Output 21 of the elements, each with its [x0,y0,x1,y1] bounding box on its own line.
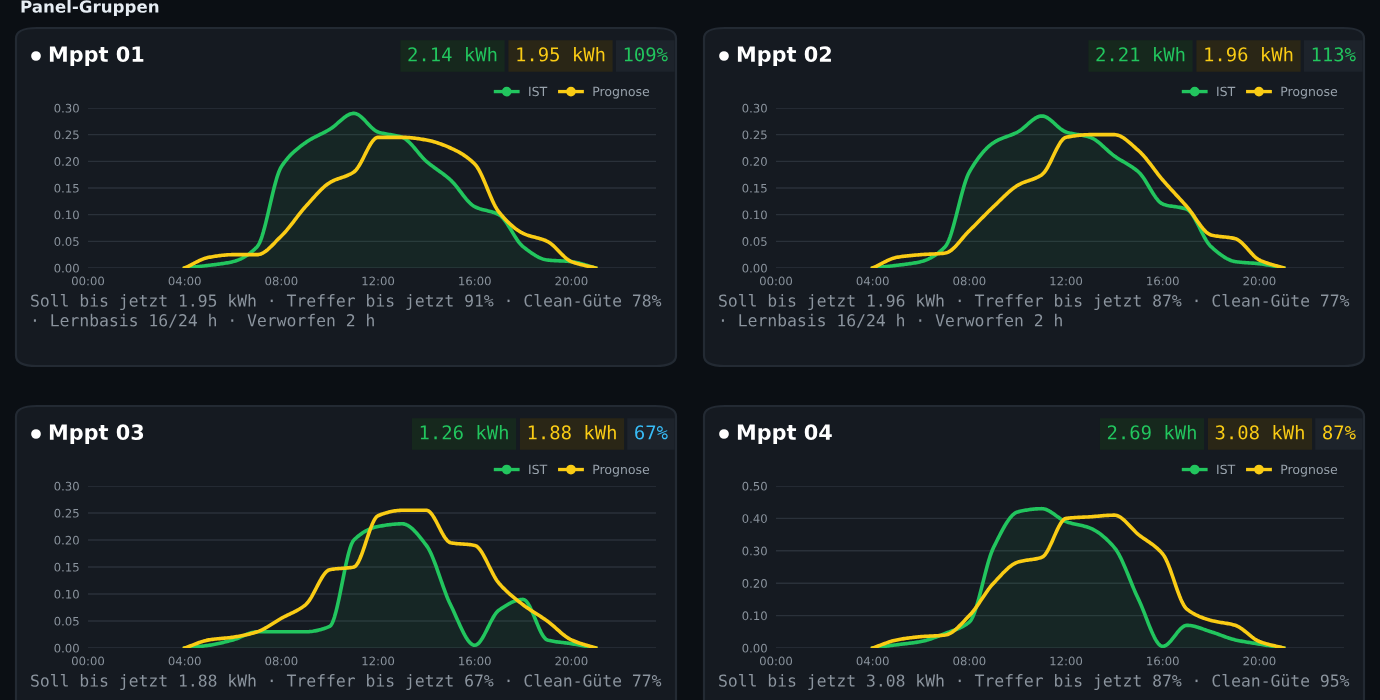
chart-title: Mppt 04 [737,424,832,445]
text: 3.08 kWh [1215,424,1304,440]
text: 87% [1323,425,1356,440]
text: 67% [635,425,668,440]
text: Soll bis jetzt 1.88 kWh · Treffer bis jetzt 67% · Clean-Güte 77% [31,674,662,690]
text: 113% [1312,47,1356,62]
text: 1.88 kWh [528,424,616,440]
text: Soll bis jetzt 1.96 kWh · Treffer bis jetzt 87% · Clean-Güte 77% · Lernbasis 16/24 h · Verworfen 2 h [719,294,1350,328]
text: 109% [624,47,668,62]
chart-title: Mppt 02 [737,46,831,67]
text: 2.69 kWh [1107,424,1196,440]
text: 1.26 kWh [420,424,508,440]
text: 2.21 kWh [1096,46,1185,62]
text: 2.14 kWh [408,46,497,62]
chart-title: Mppt 03 [49,424,144,445]
text: Soll bis jetzt 3.08 kWh · Treffer bis jetzt 87% · Clean-Güte 95% [719,674,1350,690]
text: 1.96 kWh [1205,46,1293,62]
text: Panel-Gruppen [21,0,159,17]
chart-title: Mppt 01 [49,46,144,67]
text: Soll bis jetzt 1.95 kWh · Treffer bis jetzt 91% · Clean-Güte 78% · Lernbasis 16/24 h · Verworfen 2 h [31,294,662,328]
text: 1.95 kWh [517,46,605,62]
